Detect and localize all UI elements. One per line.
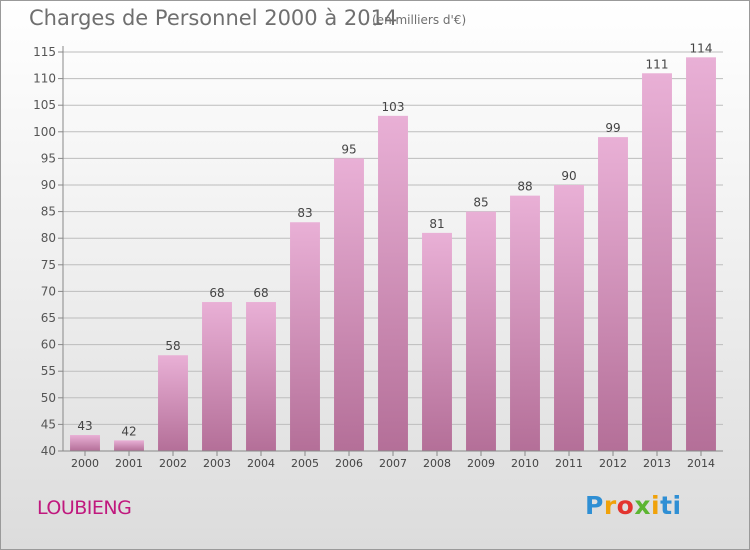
- chart-title: Charges de Personnel 2000 à 2014: [29, 6, 398, 30]
- data-label: 83: [297, 206, 312, 220]
- bar: [466, 211, 496, 451]
- bar: [70, 435, 100, 451]
- y-tick-label: 115: [33, 45, 56, 59]
- bar: [202, 302, 232, 451]
- x-tick-label: 2008: [423, 457, 451, 470]
- data-label: 85: [473, 196, 488, 210]
- data-label: 90: [561, 169, 576, 183]
- x-tick-label: 2005: [291, 457, 319, 470]
- bar: [334, 158, 364, 451]
- x-tick-label: 2014: [687, 457, 715, 470]
- y-tick-label: 80: [41, 231, 56, 245]
- data-label: 95: [341, 142, 356, 156]
- x-tick-label: 2000: [71, 457, 99, 470]
- data-label: 42: [121, 424, 136, 438]
- x-tick-label: 2003: [203, 457, 231, 470]
- data-label: 103: [382, 100, 405, 114]
- y-tick-label: 65: [41, 311, 56, 325]
- data-label: 88: [517, 180, 532, 194]
- x-tick-label: 2012: [599, 457, 627, 470]
- bar: [246, 302, 276, 451]
- bar: [290, 222, 320, 451]
- axes: 40 45 50 55 60 65 70 75 80 85 90 95 100 105 110 115 2000…: [33, 45, 723, 470]
- bars: 43 42 58 68 68 83 95 103 81 85 88 90 99 111 114: [70, 41, 716, 451]
- x-tick-label: 2007: [379, 457, 407, 470]
- data-label: 68: [209, 286, 224, 300]
- data-label: 58: [165, 339, 180, 353]
- x-tick-label: 2001: [115, 457, 143, 470]
- y-tick-label: 40: [41, 444, 56, 458]
- bar: [598, 137, 628, 451]
- y-tick-label: 85: [41, 205, 56, 219]
- proxiti-logo: Proxiti: [585, 491, 682, 520]
- y-tick-label: 75: [41, 258, 56, 272]
- y-tick-label: 105: [33, 98, 56, 112]
- x-tick-label: 2006: [335, 457, 363, 470]
- y-tick-label: 50: [41, 391, 56, 405]
- x-tick-label: 2011: [555, 457, 583, 470]
- bar: [686, 57, 716, 451]
- x-tick-label: 2002: [159, 457, 187, 470]
- y-tick-label: 95: [41, 151, 56, 165]
- y-tick-label: 60: [41, 338, 56, 352]
- bar: [158, 355, 188, 451]
- x-tick-label: 2013: [643, 457, 671, 470]
- data-label: 114: [690, 41, 713, 55]
- bar: [554, 185, 584, 451]
- bar: [114, 440, 144, 451]
- y-tick-label: 110: [33, 72, 56, 86]
- x-tick-label: 2009: [467, 457, 495, 470]
- data-label: 111: [646, 57, 669, 71]
- data-label: 99: [605, 121, 620, 135]
- bar: [422, 232, 452, 451]
- bar: [642, 73, 672, 451]
- y-tick-label: 90: [41, 178, 56, 192]
- bar: [378, 115, 408, 451]
- place-name: LOUBIENG: [37, 497, 132, 519]
- data-label: 81: [429, 217, 444, 231]
- y-tick-label: 55: [41, 364, 56, 378]
- bar: [510, 195, 540, 451]
- data-label: 43: [77, 419, 92, 433]
- y-tick-label: 45: [41, 417, 56, 431]
- y-tick-label: 100: [33, 125, 56, 139]
- x-tick-label: 2010: [511, 457, 539, 470]
- y-tick-label: 70: [41, 284, 56, 298]
- chart-subtitle: (en milliers d'€): [372, 13, 467, 27]
- data-label: 68: [253, 286, 268, 300]
- x-tick-label: 2004: [247, 457, 275, 470]
